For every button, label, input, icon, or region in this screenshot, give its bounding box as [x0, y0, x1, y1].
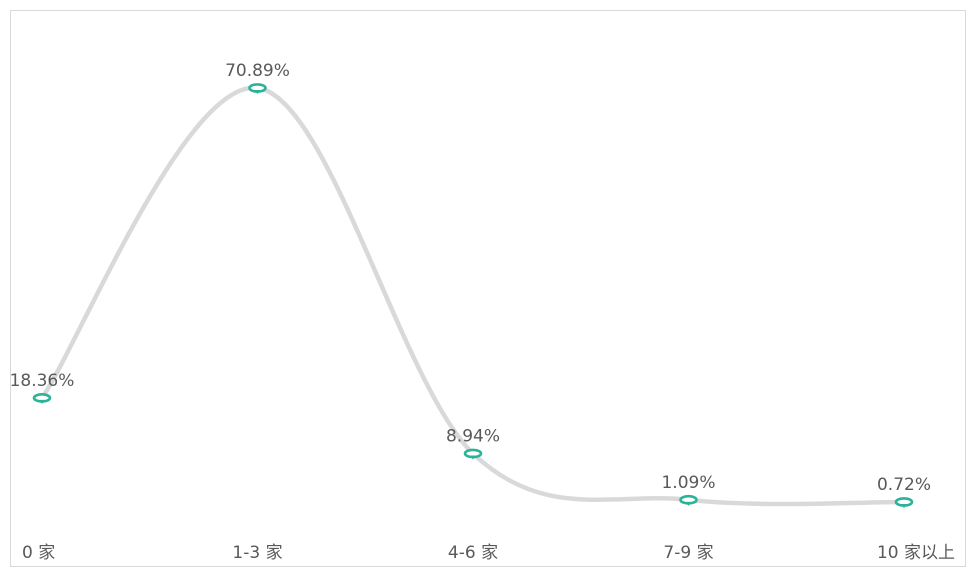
x-axis-tick-labels: 0 家 1-3 家 4-6 家 7-9 家 10 家以上 — [22, 543, 955, 563]
series-line-layer — [39, 85, 907, 507]
series-line — [39, 85, 907, 507]
x-axis-tick-label: 4-6 家 — [448, 543, 498, 563]
data-label: 1.09% — [661, 473, 715, 493]
data-point-layer — [32, 83, 914, 508]
data-label: 8.94% — [446, 427, 500, 447]
data-label: 18.36% — [10, 371, 75, 391]
data-label: 0.72% — [877, 475, 931, 495]
chart-frame — [10, 10, 966, 567]
data-point-marker — [679, 494, 698, 506]
x-axis-tick-label: 0 家 — [22, 543, 55, 563]
data-point-marker — [32, 393, 52, 404]
data-point-marker — [463, 448, 483, 460]
data-point-marker — [894, 497, 914, 508]
x-axis-tick-label: 10 家以上 — [877, 543, 955, 563]
data-label-layer: 18.36% 70.89% 8.94% 1.09% 0.72% — [10, 61, 931, 495]
x-axis-tick-label: 7-9 家 — [663, 543, 713, 563]
data-point-marker — [248, 83, 267, 94]
data-label: 70.89% — [225, 61, 290, 81]
x-axis-tick-label: 1-3 家 — [232, 543, 282, 563]
